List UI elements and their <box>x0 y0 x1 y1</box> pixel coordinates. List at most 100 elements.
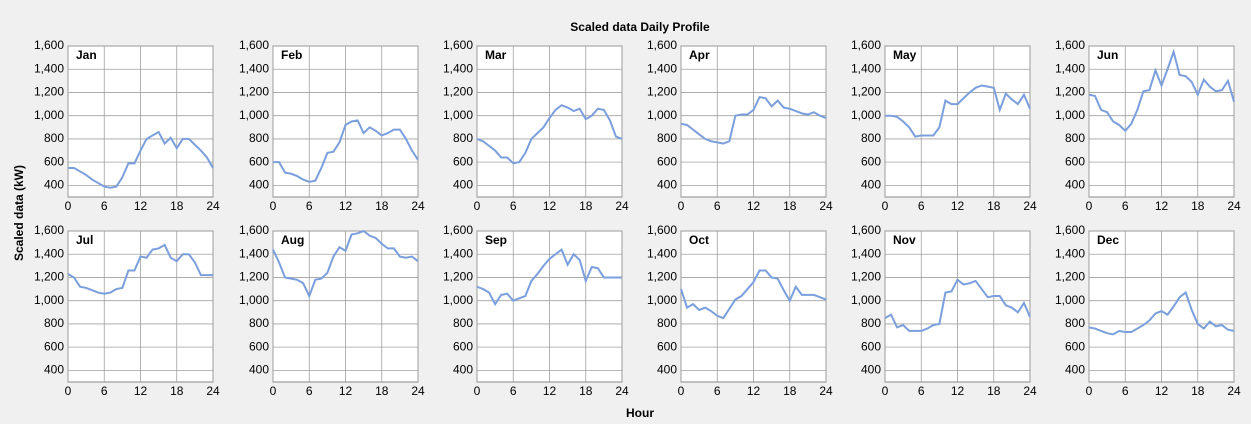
x-tick-label: 18 <box>375 384 389 398</box>
y-tick-label: 600 <box>657 154 677 168</box>
line <box>68 130 214 189</box>
x-tick-label: 12 <box>951 199 965 213</box>
x-tick-label: 0 <box>270 384 277 398</box>
y-tick-label: 400 <box>1065 363 1085 377</box>
x-tick-label: 0 <box>678 384 685 398</box>
y-tick-label: 600 <box>861 339 881 353</box>
y-tick-label: 600 <box>44 154 64 168</box>
y-tick-label: 1,000 <box>443 108 473 122</box>
y-tick-label: 1,200 <box>34 270 64 284</box>
line <box>884 278 1031 332</box>
panel-title: Jul <box>76 233 93 247</box>
line <box>1088 48 1235 133</box>
x-tick-label: 18 <box>783 199 797 213</box>
y-tick-label: 1,000 <box>239 293 269 307</box>
y-tick-label: 1,400 <box>239 246 269 260</box>
x-tick-label: 6 <box>714 199 721 213</box>
panel-title: Aug <box>281 233 304 247</box>
y-tick-label: 800 <box>861 131 881 145</box>
y-tick-label: 1,400 <box>34 246 64 260</box>
y-tick-label: 1,600 <box>851 38 881 52</box>
x-tick-label: 6 <box>510 199 517 213</box>
x-tick-label: 0 <box>1086 384 1093 398</box>
y-tick-label: 1,400 <box>239 61 269 75</box>
y-tick-label: 1,200 <box>443 85 473 99</box>
x-tick-label: 0 <box>882 384 889 398</box>
x-tick-label: 6 <box>306 384 313 398</box>
y-axis-label: Scaled data (kW) <box>12 165 26 261</box>
y-tick-label: 600 <box>249 339 269 353</box>
x-tick-label: 24 <box>206 384 220 398</box>
y-tick-label: 1,400 <box>1055 61 1085 75</box>
y-tick-label: 1,000 <box>647 108 677 122</box>
chart-title: Scaled data Daily Profile <box>570 20 710 34</box>
y-tick-label: 1,400 <box>34 61 64 75</box>
x-tick-label: 18 <box>170 199 184 213</box>
x-tick-label: 12 <box>747 199 761 213</box>
y-tick-label: 1,400 <box>851 246 881 260</box>
x-tick-label: 18 <box>170 384 184 398</box>
y-tick-label: 1,400 <box>851 61 881 75</box>
x-tick-label: 12 <box>339 199 353 213</box>
y-tick-label: 1,000 <box>851 293 881 307</box>
x-tick-label: 0 <box>678 199 685 213</box>
y-tick-label: 1,200 <box>647 85 677 99</box>
y-tick-label: 1,200 <box>851 85 881 99</box>
y-tick-label: 1,400 <box>647 61 677 75</box>
x-tick-label: 18 <box>375 199 389 213</box>
y-tick-label: 1,200 <box>647 270 677 284</box>
panel-title: Mar <box>485 48 507 62</box>
y-tick-label: 600 <box>453 339 473 353</box>
y-tick-label: 800 <box>44 131 64 145</box>
y-tick-label: 1,000 <box>443 293 473 307</box>
x-tick-label: 0 <box>474 199 481 213</box>
y-tick-label: 400 <box>453 178 473 192</box>
y-tick-label: 600 <box>1065 339 1085 353</box>
x-tick-label: 12 <box>339 384 353 398</box>
y-tick-label: 1,400 <box>647 246 677 260</box>
x-tick-label: 0 <box>270 199 277 213</box>
y-tick-label: 400 <box>657 363 677 377</box>
y-tick-label: 600 <box>44 339 64 353</box>
panel-title: Jun <box>1097 48 1118 62</box>
line <box>1088 290 1235 336</box>
y-tick-label: 1,600 <box>34 38 64 52</box>
x-tick-label: 6 <box>714 384 721 398</box>
line <box>273 119 419 183</box>
x-tick-label: 24 <box>819 384 833 398</box>
panel-title: May <box>893 48 917 62</box>
y-tick-label: 800 <box>249 131 269 145</box>
x-tick-label: 6 <box>1122 199 1129 213</box>
x-tick-label: 24 <box>1023 384 1037 398</box>
line <box>680 95 827 145</box>
y-tick-label: 1,000 <box>851 108 881 122</box>
y-tick-label: 400 <box>861 178 881 192</box>
x-tick-label: 6 <box>306 199 313 213</box>
y-tick-label: 400 <box>657 178 677 192</box>
y-tick-label: 400 <box>861 363 881 377</box>
y-tick-label: 800 <box>657 131 677 145</box>
panel-title: Oct <box>689 233 709 247</box>
line <box>476 247 622 307</box>
x-tick-label: 12 <box>543 199 557 213</box>
y-tick-label: 1,600 <box>239 223 269 237</box>
y-tick-label: 400 <box>44 178 64 192</box>
y-tick-label: 1,600 <box>851 223 881 237</box>
line <box>272 229 419 299</box>
panel-title: Jan <box>76 48 97 62</box>
x-tick-label: 0 <box>65 199 72 213</box>
x-tick-label: 24 <box>1227 199 1241 213</box>
x-tick-label: 6 <box>101 199 108 213</box>
y-tick-label: 1,200 <box>851 270 881 284</box>
x-tick-label: 24 <box>411 384 425 398</box>
panel-title: Nov <box>893 233 916 247</box>
y-tick-label: 1,600 <box>1055 223 1085 237</box>
x-tick-label: 12 <box>134 384 148 398</box>
y-tick-label: 1,600 <box>647 38 677 52</box>
x-tick-label: 24 <box>411 199 425 213</box>
y-tick-label: 1,600 <box>443 223 473 237</box>
x-tick-label: 6 <box>918 384 925 398</box>
y-tick-label: 1,000 <box>34 108 64 122</box>
x-tick-label: 6 <box>1122 384 1129 398</box>
y-tick-label: 1,400 <box>1055 246 1085 260</box>
